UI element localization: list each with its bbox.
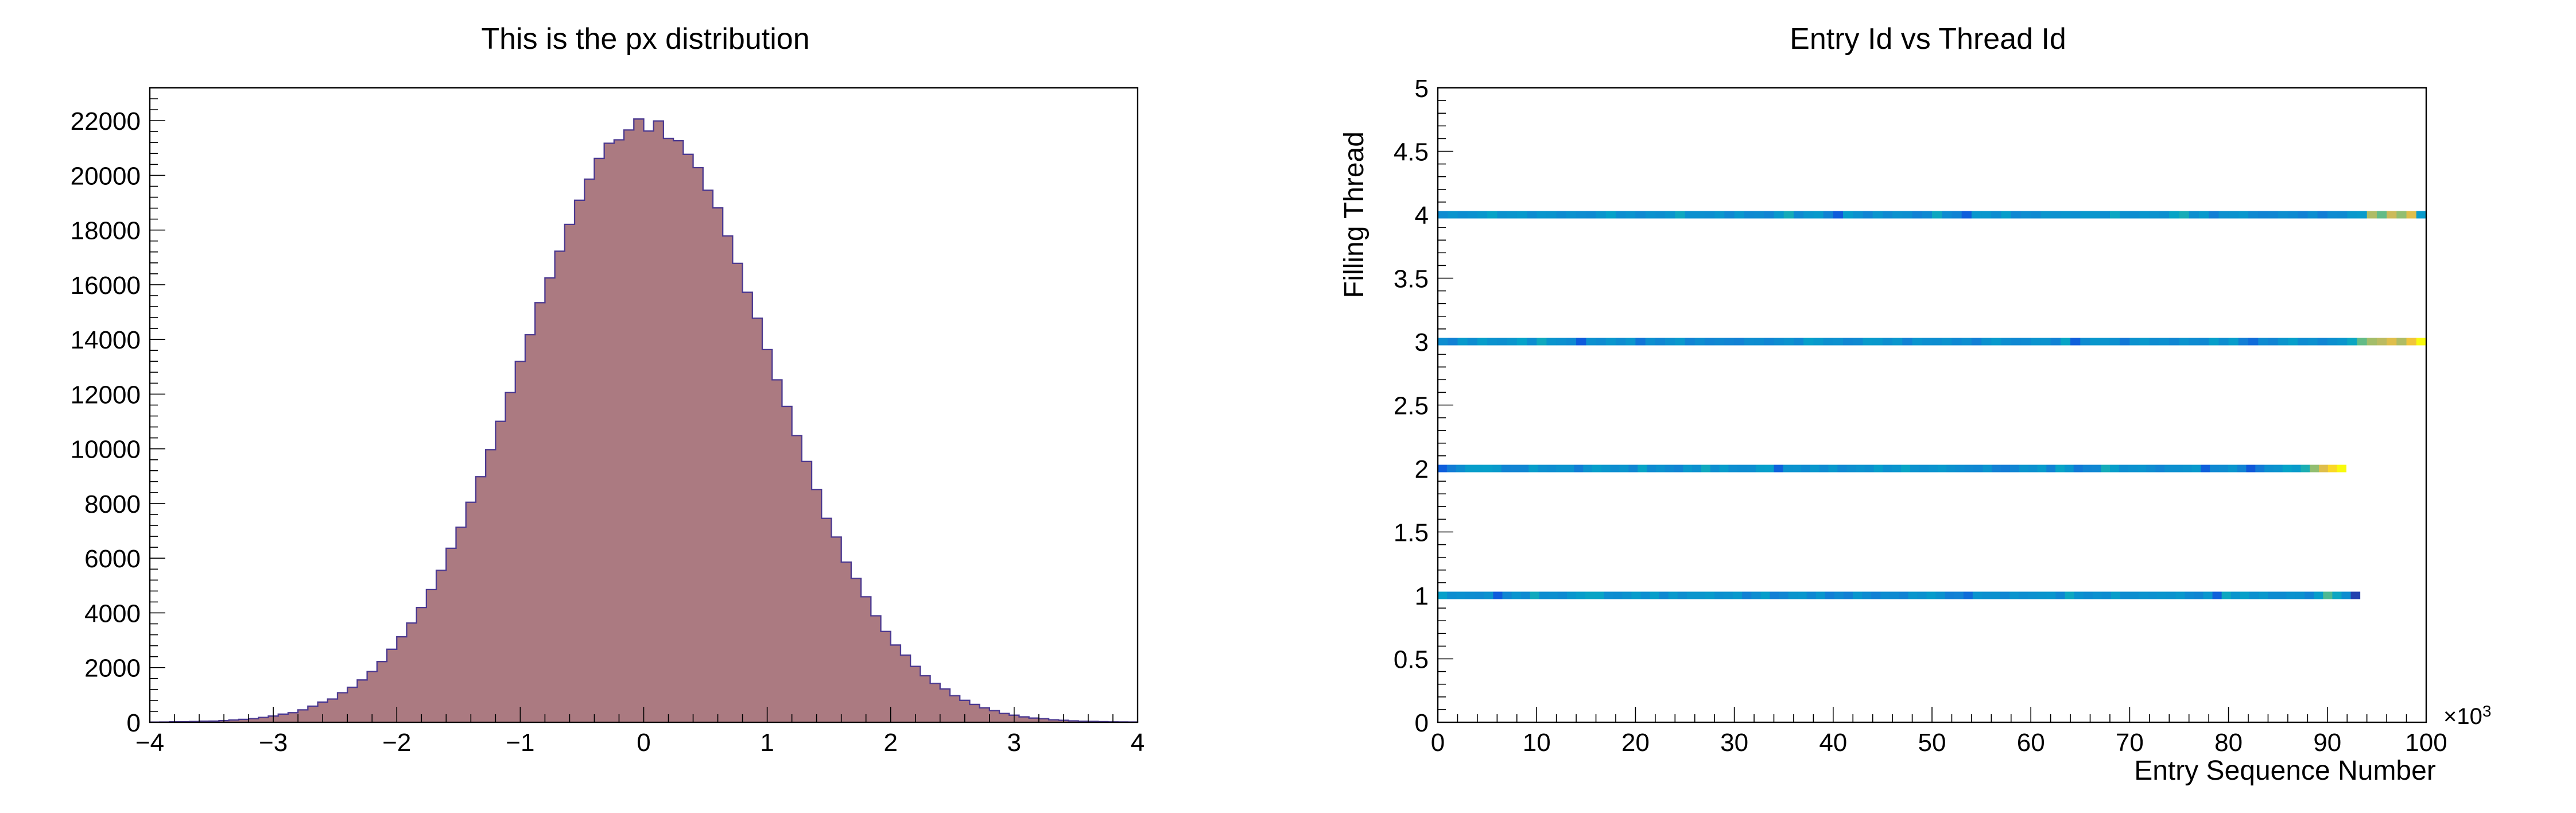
svg-text:40: 40 [1819,729,1847,757]
svg-text:3: 3 [1007,729,1021,757]
svg-text:10: 10 [1523,729,1551,757]
svg-text:This is the px distribution: This is the px distribution [481,22,809,56]
svg-text:5: 5 [1415,75,1429,103]
svg-text:0: 0 [637,729,650,757]
svg-text:60: 60 [2017,729,2045,757]
svg-text:90: 90 [2313,729,2341,757]
svg-text:4000: 4000 [84,599,141,628]
svg-text:Entry Sequence Number: Entry Sequence Number [2134,756,2436,786]
svg-text:100: 100 [2405,729,2447,757]
svg-text:1.5: 1.5 [1394,519,1429,547]
svg-text:0.5: 0.5 [1394,646,1429,674]
svg-text:−4: −4 [135,729,164,757]
svg-text:20000: 20000 [71,162,141,190]
svg-text:70: 70 [2116,729,2144,757]
svg-text:10000: 10000 [71,436,141,464]
svg-text:2: 2 [1415,455,1429,483]
svg-text:8000: 8000 [84,490,141,518]
svg-text:20: 20 [1621,729,1650,757]
svg-text:12000: 12000 [71,381,141,409]
svg-text:0: 0 [1431,729,1445,757]
svg-text:4: 4 [1415,202,1429,230]
svg-text:4: 4 [1131,729,1145,757]
svg-text:4.5: 4.5 [1394,138,1429,167]
svg-text:30: 30 [1720,729,1748,757]
svg-text:−2: −2 [382,729,411,757]
svg-text:2: 2 [884,729,898,757]
svg-text:22000: 22000 [71,107,141,136]
svg-text:3.5: 3.5 [1394,265,1429,293]
svg-text:18000: 18000 [71,217,141,245]
svg-text:80: 80 [2214,729,2243,757]
svg-text:−1: −1 [506,729,534,757]
svg-text:14000: 14000 [71,326,141,354]
svg-text:1: 1 [1415,582,1429,610]
svg-text:3: 3 [1415,328,1429,357]
svg-text:6000: 6000 [84,545,141,573]
svg-text:2000: 2000 [84,655,141,683]
svg-text:16000: 16000 [71,272,141,300]
svg-text:Filling Thread: Filling Thread [1339,131,1370,298]
svg-text:−3: −3 [259,729,288,757]
svg-text:0: 0 [1415,709,1429,737]
svg-text:1: 1 [760,729,774,757]
svg-text:50: 50 [1918,729,1946,757]
svg-text:Entry Id vs Thread Id: Entry Id vs Thread Id [1790,22,2066,56]
svg-text:2.5: 2.5 [1394,392,1429,420]
